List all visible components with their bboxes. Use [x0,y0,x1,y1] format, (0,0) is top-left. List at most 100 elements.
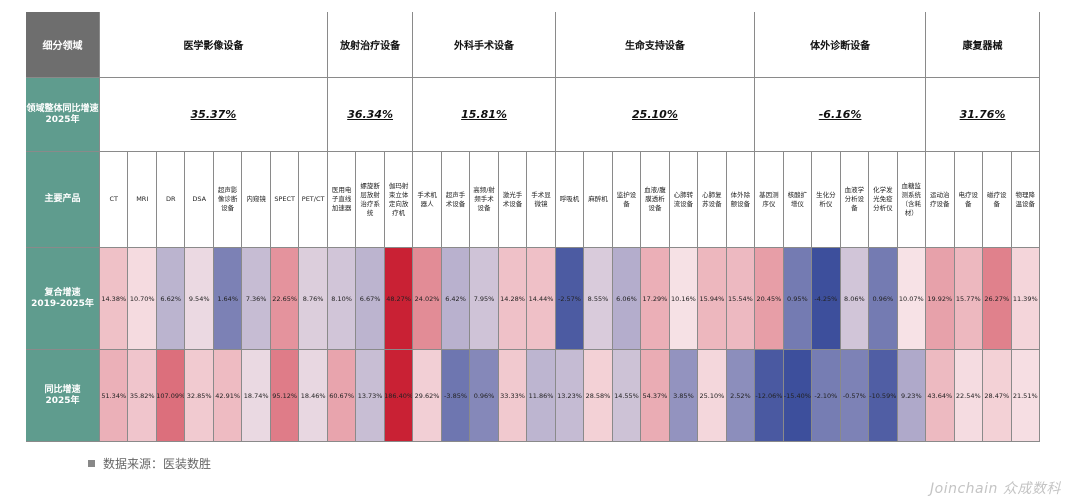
yoy-cell: 14.55% [612,350,642,442]
domain-header: 生命支持设备 [555,12,756,78]
yoy-cell: 3.85% [669,350,699,442]
cagr-cell: -4.25% [812,248,841,350]
product-name: 手术机器人 [413,152,442,248]
domain-growth: 36.34% [327,78,414,152]
cagr-cell: 19.92% [926,248,955,350]
domain-header: 放射治疗设备 [327,12,414,78]
product-name: 生化分析仪 [812,152,841,248]
product-name: CT [100,152,129,248]
yoy-cell: 2.52% [726,350,756,442]
cagr-cell: -2.57% [555,248,585,350]
product-name: 血液/腹膜透析设备 [641,152,670,248]
product-name: MRI [128,152,157,248]
cagr-cell: 9.54% [185,248,214,350]
domain-growth: 15.81% [413,78,556,152]
yoy-cell: 186.40% [384,350,414,442]
product-name: 手术显微镜 [527,152,556,248]
yoy-cell: 13.23% [555,350,585,442]
row-label-domain: 细分领域 [26,12,100,78]
yoy-cell: 60.67% [327,350,357,442]
domain-header: 外科手术设备 [413,12,556,78]
cagr-cell: 10.70% [128,248,157,350]
cagr-cell: 7.95% [470,248,499,350]
yoy-cell: 28.58% [584,350,613,442]
yoy-cell: 95.12% [270,350,300,442]
cagr-cell: 10.07% [897,248,927,350]
yoy-cell: -10.59% [869,350,898,442]
cagr-cell: 14.38% [100,248,129,350]
row-label-yoy: 同比增速 2025年 [26,350,100,442]
product-name: 磁疗设备 [983,152,1012,248]
yoy-cell: 54.37% [641,350,670,442]
product-name: 物理降温设备 [1011,152,1040,248]
domain-growth: 31.76% [926,78,1040,152]
yoy-cell: 0.96% [470,350,499,442]
yoy-cell: -15.40% [783,350,813,442]
yoy-cell: -12.06% [755,350,784,442]
product-name: 伽玛射束立体定向放疗机 [384,152,414,248]
yoy-cell: 33.33% [498,350,528,442]
product-name: 医用电子直线加速器 [327,152,357,248]
cagr-cell: 48.27% [384,248,414,350]
brand-logo: Joinchain 众成数科 [930,481,1061,497]
yoy-cell: 25.10% [698,350,727,442]
cagr-cell: 0.95% [783,248,813,350]
product-name: 心肺复苏设备 [698,152,727,248]
cagr-cell: 17.29% [641,248,670,350]
product-name: 监护设备 [612,152,642,248]
cagr-cell: 11.39% [1011,248,1040,350]
cagr-cell: 7.36% [242,248,271,350]
yoy-cell: 29.62% [413,350,442,442]
cagr-cell: 8.06% [840,248,870,350]
product-name: 化学发光免疫分析仪 [869,152,898,248]
domain-growth: -6.16% [755,78,927,152]
domain-growth: 25.10% [555,78,756,152]
cagr-cell: 14.28% [498,248,528,350]
product-name: 运动治疗设备 [926,152,955,248]
product-name: DSA [185,152,214,248]
source-text: 数据来源：医装数胜 [103,457,212,471]
row-label-cagr: 复合增速 2019-2025年 [26,248,100,350]
product-name: 螺旋断层放射治疗系统 [356,152,385,248]
product-name: 高频/射频手术设备 [470,152,499,248]
source-note: 数据来源：医装数胜 [88,455,211,472]
yoy-cell: 9.23% [897,350,927,442]
yoy-cell: 42.91% [213,350,243,442]
yoy-cell: 18.46% [299,350,328,442]
row-label-growth: 领域整体同比增速 2025年 [26,78,100,152]
yoy-cell: 51.34% [100,350,129,442]
product-name: PET/CT [299,152,328,248]
product-name: 核酸扩增仪 [783,152,813,248]
cagr-cell: 15.54% [726,248,756,350]
product-name: 血糖监测系统（含耗材） [897,152,927,248]
domain-header: 体外诊断设备 [755,12,927,78]
cagr-cell: 8.55% [584,248,613,350]
cagr-cell: 6.67% [356,248,385,350]
yoy-cell: 107.09% [156,350,186,442]
yoy-cell: 21.51% [1011,350,1040,442]
cagr-cell: 15.94% [698,248,727,350]
cagr-cell: 1.64% [213,248,243,350]
cagr-cell: 8.76% [299,248,328,350]
yoy-cell: 35.82% [128,350,157,442]
cagr-cell: 0.96% [869,248,898,350]
yoy-cell: 13.73% [356,350,385,442]
yoy-cell: 28.47% [983,350,1012,442]
cagr-cell: 10.16% [669,248,699,350]
domain-growth: 35.37% [100,78,328,152]
product-name: 基因测序仪 [755,152,784,248]
domain-header: 医学影像设备 [100,12,328,78]
cagr-cell: 6.42% [441,248,471,350]
cagr-cell: 8.10% [327,248,357,350]
product-name: DR [156,152,186,248]
cagr-cell: 26.27% [983,248,1012,350]
cagr-cell: 6.06% [612,248,642,350]
cagr-cell: 6.62% [156,248,186,350]
yoy-cell: 32.85% [185,350,214,442]
product-name: 超声手术设备 [441,152,471,248]
product-name: 内窥镜 [242,152,271,248]
row-label-products: 主要产品 [26,152,100,248]
product-name: 电疗设备 [954,152,984,248]
product-name: 麻醉机 [584,152,613,248]
yoy-cell: -3.85% [441,350,471,442]
